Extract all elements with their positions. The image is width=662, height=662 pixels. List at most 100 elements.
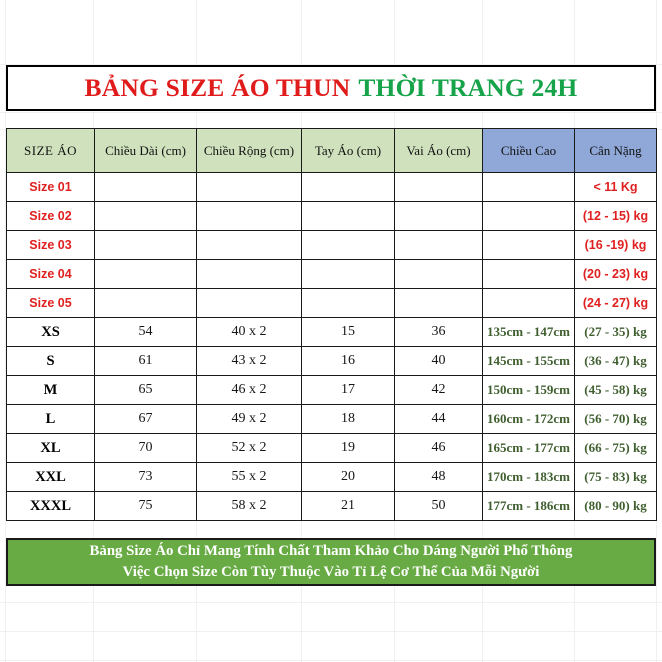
cell-size: Size 01 (6, 172, 95, 202)
cell-shoulder: 44 (394, 404, 483, 434)
cell-shoulder (394, 201, 483, 231)
cell-size: XS (6, 317, 95, 347)
cell-sleeve: 17 (301, 375, 395, 405)
cell-length: 67 (94, 404, 197, 434)
cell-size: S (6, 346, 95, 376)
cell-sleeve (301, 172, 395, 202)
footer-note-line-1: Bảng Size Áo Chỉ Mang Tính Chất Tham Khả… (89, 542, 573, 559)
cell-weight: (75 - 83) kg (574, 462, 657, 492)
cell-shoulder (394, 288, 483, 318)
cell-weight: (36 - 47) kg (574, 346, 657, 376)
table-row: Size 04 (20 - 23) kg (6, 259, 657, 289)
header-shoulder: Vai Áo (cm) (394, 128, 483, 173)
chart-title-box: BẢNG SIZE ÁO THUN THỜI TRANG 24H (6, 65, 656, 111)
header-length: Chiều Dài (cm) (94, 128, 197, 173)
cell-shoulder: 36 (394, 317, 483, 347)
cell-height: 165cm - 177cm (482, 433, 575, 463)
table-row: Size 02 (12 - 15) kg (6, 201, 657, 231)
cell-height: 145cm - 155cm (482, 346, 575, 376)
header-size: SIZE ÁO (6, 128, 95, 173)
cell-length: 75 (94, 491, 197, 521)
cell-length (94, 230, 197, 260)
cell-length (94, 201, 197, 231)
footer-note-line-2: Việc Chọn Size Còn Tùy Thuộc Vào Tỉ Lệ C… (122, 564, 540, 580)
header-weight: Cân Nặng (574, 128, 657, 173)
cell-length: 61 (94, 346, 197, 376)
table-row: XL 70 52 x 2 19 46 165cm - 177cm (66 - 75) kg (6, 433, 657, 463)
cell-sleeve (301, 201, 395, 231)
cell-shoulder: 50 (394, 491, 483, 521)
table-row: Size 03 (16 -19) kg (6, 230, 657, 260)
cell-shoulder (394, 230, 483, 260)
cell-sleeve: 19 (301, 433, 395, 463)
cell-height (482, 172, 575, 202)
cell-sleeve: 18 (301, 404, 395, 434)
footer-note: Bảng Size Áo Chỉ Mang Tính Chất Tham Khả… (6, 538, 656, 586)
chart-title-secondary: THỜI TRANG 24H (358, 73, 578, 102)
size-table: SIZE ÁO Chiều Dài (cm) Chiều Rộng (cm) T… (6, 128, 657, 521)
cell-width (196, 230, 302, 260)
header-width: Chiều Rộng (cm) (196, 128, 302, 173)
cell-width: 49 x 2 (196, 404, 302, 434)
cell-size: Size 05 (6, 288, 95, 318)
table-body: Size 01 < 11 Kg Size 02 (12 - 15) kg Size 03… (6, 172, 657, 521)
cell-length (94, 259, 197, 289)
table-row: Size 05 (24 - 27) kg (6, 288, 657, 318)
cell-size: Size 02 (6, 201, 95, 231)
cell-weight: (27 - 35) kg (574, 317, 657, 347)
cell-length (94, 172, 197, 202)
cell-size: XXXL (6, 491, 95, 521)
cell-width: 55 x 2 (196, 462, 302, 492)
cell-sleeve: 21 (301, 491, 395, 521)
cell-weight: (80 - 90) kg (574, 491, 657, 521)
cell-shoulder (394, 259, 483, 289)
cell-width: 46 x 2 (196, 375, 302, 405)
cell-width (196, 172, 302, 202)
cell-height (482, 259, 575, 289)
cell-width (196, 288, 302, 318)
cell-shoulder: 46 (394, 433, 483, 463)
cell-sleeve (301, 230, 395, 260)
cell-sleeve (301, 259, 395, 289)
cell-width: 40 x 2 (196, 317, 302, 347)
cell-size: XL (6, 433, 95, 463)
cell-height: 150cm - 159cm (482, 375, 575, 405)
cell-shoulder: 48 (394, 462, 483, 492)
cell-weight: (56 - 70) kg (574, 404, 657, 434)
table-header-row: SIZE ÁO Chiều Dài (cm) Chiều Rộng (cm) T… (6, 128, 657, 173)
cell-size: XXL (6, 462, 95, 492)
cell-height (482, 230, 575, 260)
table-row: XXXL 75 58 x 2 21 50 177cm - 186cm (80 - 90) k… (6, 491, 657, 521)
cell-height (482, 201, 575, 231)
cell-height (482, 288, 575, 318)
cell-width: 52 x 2 (196, 433, 302, 463)
chart-title-primary: BẢNG SIZE ÁO THUN (84, 73, 351, 102)
cell-sleeve (301, 288, 395, 318)
cell-length: 65 (94, 375, 197, 405)
cell-width: 43 x 2 (196, 346, 302, 376)
cell-height: 170cm - 183cm (482, 462, 575, 492)
table-row: Size 01 < 11 Kg (6, 172, 657, 202)
cell-shoulder (394, 172, 483, 202)
cell-weight: (20 - 23) kg (574, 259, 657, 289)
header-sleeve: Tay Áo (cm) (301, 128, 395, 173)
cell-shoulder: 42 (394, 375, 483, 405)
table-row: M 65 46 x 2 17 42 150cm - 159cm (45 - 58) kg (6, 375, 657, 405)
cell-weight: (45 - 58) kg (574, 375, 657, 405)
cell-weight: (24 - 27) kg (574, 288, 657, 318)
cell-width (196, 201, 302, 231)
cell-sleeve: 16 (301, 346, 395, 376)
header-height: Chiều Cao (482, 128, 575, 173)
cell-height: 160cm - 172cm (482, 404, 575, 434)
cell-length (94, 288, 197, 318)
cell-weight: (12 - 15) kg (574, 201, 657, 231)
table-row: XXL 73 55 x 2 20 48 170cm - 183cm (75 - 83) kg (6, 462, 657, 492)
cell-size: L (6, 404, 95, 434)
table-row: XS 54 40 x 2 15 36 135cm - 147cm (27 - 35) kg (6, 317, 657, 347)
cell-length: 73 (94, 462, 197, 492)
cell-length: 70 (94, 433, 197, 463)
cell-height: 135cm - 147cm (482, 317, 575, 347)
cell-size: Size 03 (6, 230, 95, 260)
cell-sleeve: 15 (301, 317, 395, 347)
size-chart-page: BẢNG SIZE ÁO THUN THỜI TRANG 24H SIZE ÁO… (6, 0, 657, 586)
